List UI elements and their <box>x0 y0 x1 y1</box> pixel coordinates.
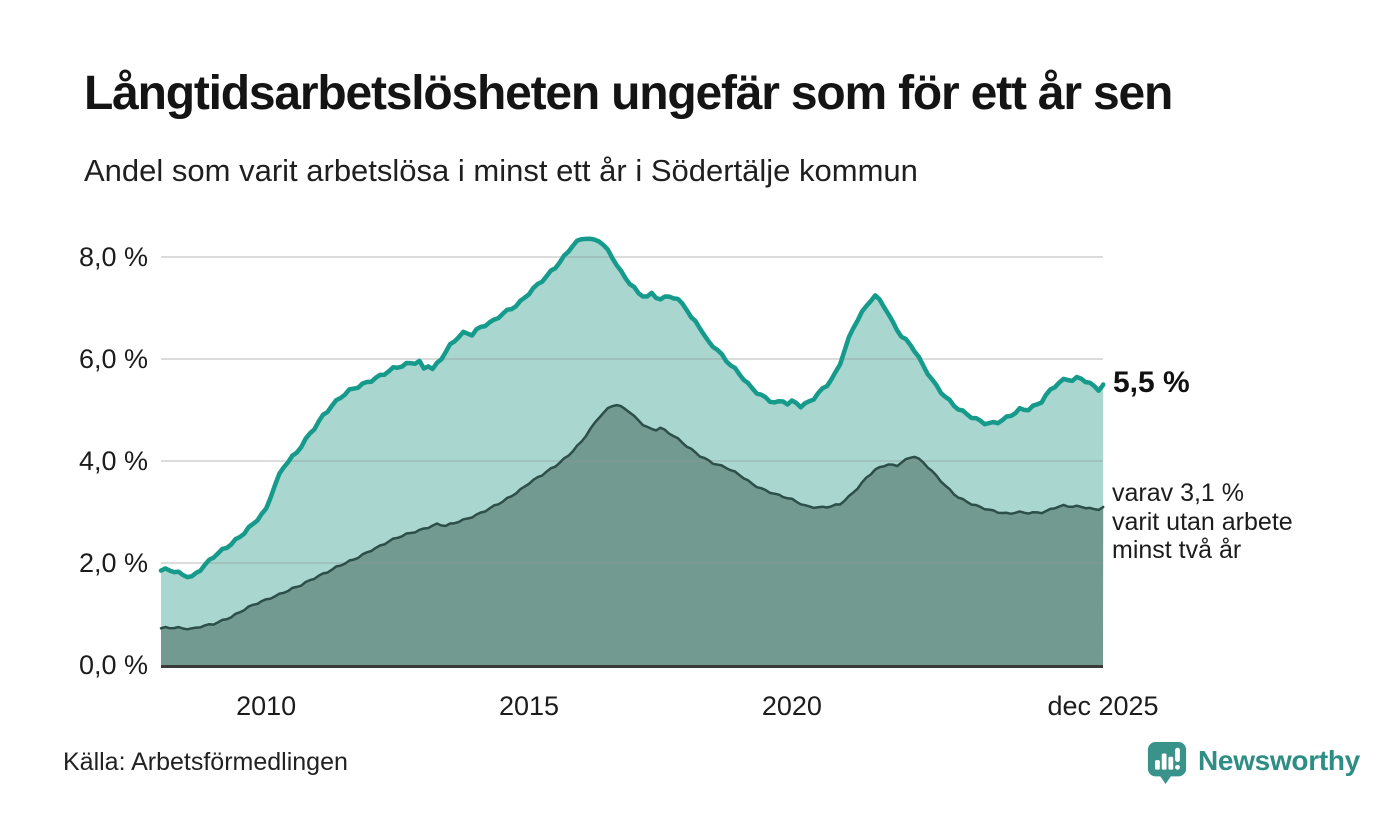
line-unemployed-min-one-year <box>158 236 1106 580</box>
newsworthy-icon <box>1147 742 1187 784</box>
source-note: Källa: Arbetsförmedlingen <box>63 748 348 776</box>
two-year-note-line: varit utan arbete <box>1112 507 1293 536</box>
two-year-note-line: varav 3,1 % <box>1112 479 1245 507</box>
latest-value-label: 5,5 % <box>1113 365 1190 399</box>
newsworthy-logo: Newsworthy <box>1146 740 1360 786</box>
two-year-note: varav 3,1 % varit utan arbete minst två … <box>1112 479 1293 565</box>
x-tick-label-2020: 2020 <box>761 691 822 721</box>
bar-1 <box>1155 760 1160 770</box>
x-tick-label-2010: 2010 <box>236 691 297 721</box>
x-tick-label-2015: 2015 <box>498 691 560 721</box>
two-year-note-line: minst två år <box>1112 536 1242 564</box>
exclamation-dot <box>1175 764 1180 770</box>
x-tick-label-dec-2025: dec 2025 <box>1047 691 1159 721</box>
bar-3 <box>1168 756 1174 770</box>
exclamation-bar <box>1175 747 1180 763</box>
y-tick-label-8: 8,0 % <box>78 242 148 272</box>
bar-2 <box>1161 753 1167 770</box>
y-tick-label-0: 0,0 % <box>78 650 148 680</box>
newsworthy-wordmark: Newsworthy <box>1198 745 1360 776</box>
chart-title: Långtidsarbetslösheten ungefär som för e… <box>84 67 1173 120</box>
y-tick-label-6: 6,0 % <box>78 344 148 374</box>
area-unemployed-min-two-years <box>161 405 1104 665</box>
chart-subtitle: Andel som varit arbetslösa i minst ett å… <box>84 153 918 188</box>
gridlines <box>161 256 1103 564</box>
y-tick-label-2: 2,0 % <box>78 548 148 578</box>
line-unemployed-min-two-years <box>159 403 1105 631</box>
y-tick-label-4: 4,0 % <box>78 446 148 476</box>
speech-bubble-shape <box>1147 742 1187 784</box>
